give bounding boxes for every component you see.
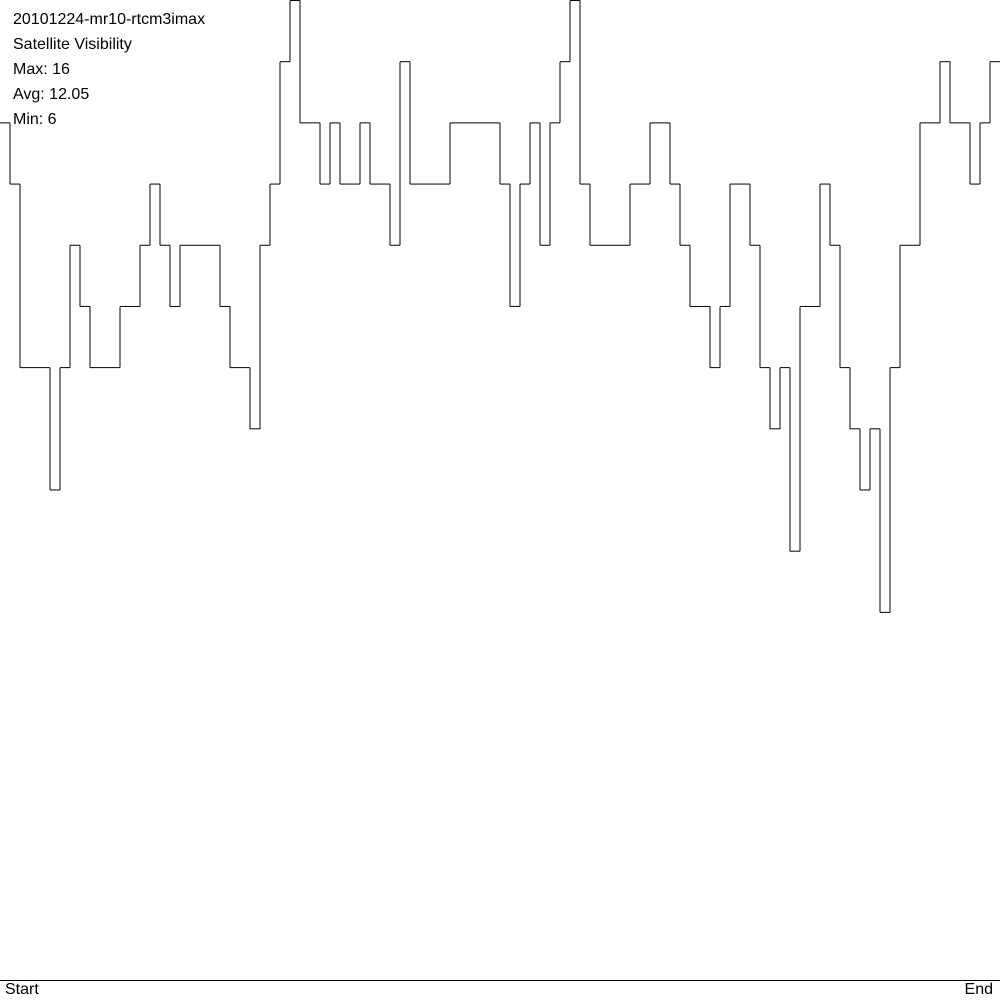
chart-title: 20101224-mr10-rtcm3imax — [13, 11, 205, 28]
stat-avg: Avg: 12.05 — [13, 86, 89, 103]
chart-subtitle: Satellite Visibility — [13, 36, 132, 53]
stat-min: Min: 6 — [13, 111, 57, 128]
x-end-label: End — [965, 981, 993, 998]
x-start-label: Start — [5, 981, 39, 998]
stat-max: Max: 16 — [13, 61, 70, 78]
plot-area — [0, 0, 1000, 613]
